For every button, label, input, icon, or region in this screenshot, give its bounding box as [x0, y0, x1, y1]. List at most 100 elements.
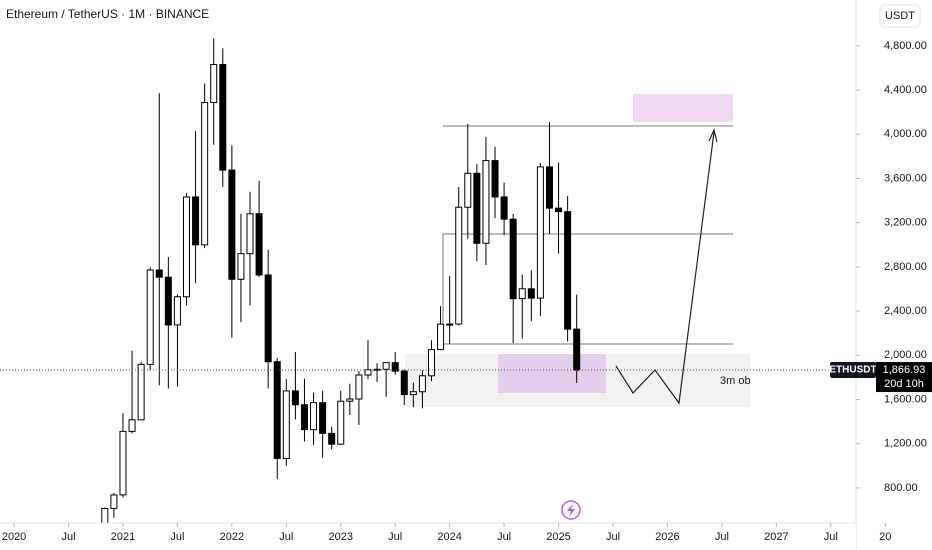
- candle-body: [146, 269, 154, 365]
- candle-body: [364, 369, 372, 376]
- lightning-icon: [561, 500, 581, 520]
- currency-button[interactable]: [879, 4, 921, 28]
- candle-body: [255, 213, 263, 276]
- candle-body: [228, 169, 236, 280]
- candle-body: [137, 363, 145, 421]
- candle-body: [237, 253, 245, 280]
- x-tick-label: 2025: [546, 531, 570, 543]
- candle-body: [110, 494, 118, 509]
- y-tick-label: 4,400.00: [884, 84, 927, 96]
- candle-body: [282, 390, 290, 459]
- x-tick-label: Jul: [279, 531, 293, 543]
- candle-body: [346, 398, 354, 402]
- time-axis-panel: [0, 523, 856, 550]
- x-tick-label: Jul: [388, 531, 402, 543]
- x-tick-label: 2027: [764, 531, 788, 543]
- candle-body: [564, 211, 572, 330]
- candle-body: [273, 361, 281, 459]
- candle-body: [428, 349, 435, 377]
- candle-body: [201, 101, 209, 246]
- candles: [92, 38, 581, 540]
- candle-body: [173, 296, 181, 326]
- candle-body: [464, 172, 472, 208]
- candle-body: [409, 391, 417, 396]
- candle-body: [246, 213, 254, 255]
- candle-body: [518, 288, 526, 300]
- candle-body: [155, 269, 163, 278]
- y-tick-label: 1,600.00: [884, 393, 927, 405]
- x-tick-label: Jul: [61, 531, 75, 543]
- currency-label[interactable]: USDT: [885, 10, 915, 22]
- x-tick-label: 2022: [220, 531, 244, 543]
- y-tick-label: 800.00: [884, 482, 918, 494]
- x-tick-label: Jul: [715, 531, 729, 543]
- x-tick-label: 2026: [655, 531, 679, 543]
- candle-body: [446, 323, 454, 326]
- projection-path: [615, 131, 715, 405]
- y-tick-label: 2,000.00: [884, 349, 927, 361]
- symbol-tag: [830, 362, 876, 379]
- candle-body: [509, 218, 517, 300]
- candle-body: [391, 362, 399, 372]
- candle-body: [482, 160, 490, 244]
- candle-body: [300, 404, 308, 431]
- candle-body: [164, 276, 172, 326]
- x-tick-label: Jul: [824, 531, 838, 543]
- target-box: [633, 94, 733, 122]
- candle-body: [437, 323, 445, 351]
- x-tick-label: Jul: [606, 531, 620, 543]
- candle-body: [219, 64, 227, 171]
- candle-body: [310, 402, 318, 431]
- x-tick-label: 2021: [111, 531, 135, 543]
- candle-body: [355, 374, 363, 400]
- price-axis-panel: [856, 0, 932, 550]
- symbol-label: ETHUSDT: [829, 365, 876, 376]
- candle-body: [319, 402, 327, 434]
- y-tick-label: 4,000.00: [884, 128, 927, 140]
- candle-body: [418, 375, 426, 393]
- last-price-tag: [876, 362, 932, 393]
- x-tick-label: Jul: [170, 531, 184, 543]
- countdown-label: 20d 10h: [884, 378, 924, 390]
- projection-arrow: [708, 128, 718, 143]
- candle-body: [328, 432, 336, 445]
- candle-body: [291, 390, 299, 406]
- x-tick-label: 2023: [329, 531, 353, 543]
- candle-body: [182, 196, 190, 298]
- annotation: 3m ob: [720, 375, 751, 387]
- y-tick-label: 3,200.00: [884, 217, 927, 229]
- x-tick-label: 2020: [2, 531, 26, 543]
- x-tick-label: Jul: [497, 531, 511, 543]
- candle-body: [192, 196, 200, 246]
- y-tick-label: 1,200.00: [884, 438, 927, 450]
- y-tick-label: 3,600.00: [884, 172, 927, 184]
- candle-body: [573, 328, 581, 371]
- candle-body: [527, 288, 535, 299]
- chart-title: Ethereum / TetherUS · 1M · BINANCE: [6, 7, 209, 21]
- x-tick-label: 20: [879, 531, 891, 543]
- candle-body: [119, 430, 127, 496]
- x-tick-label: 2024: [437, 531, 461, 543]
- candle-body: [500, 196, 508, 220]
- order-block-box: [498, 354, 606, 393]
- candle-body: [337, 400, 345, 445]
- candle-body: [545, 166, 553, 209]
- y-tick-label: 2,800.00: [884, 261, 927, 273]
- candle-body: [555, 207, 563, 213]
- candle-body: [264, 274, 272, 363]
- candle-body: [491, 160, 499, 198]
- candle-body: [382, 362, 390, 370]
- icon-bolt: [567, 503, 575, 517]
- candle-body: [128, 419, 136, 432]
- icon-ring: [561, 500, 581, 520]
- candle-body: [473, 172, 481, 244]
- overlay: ETHUSDT 1,866.93 20d 10h: [0, 362, 932, 393]
- candle-body: [373, 368, 381, 371]
- y-tick-label: 4,800.00: [884, 40, 927, 52]
- last-price-label: 1,866.93: [883, 364, 926, 376]
- candle-body: [210, 64, 218, 103]
- candle-body: [455, 206, 463, 325]
- candle-body: [400, 370, 408, 396]
- y-tick-label: 2,400.00: [884, 305, 927, 317]
